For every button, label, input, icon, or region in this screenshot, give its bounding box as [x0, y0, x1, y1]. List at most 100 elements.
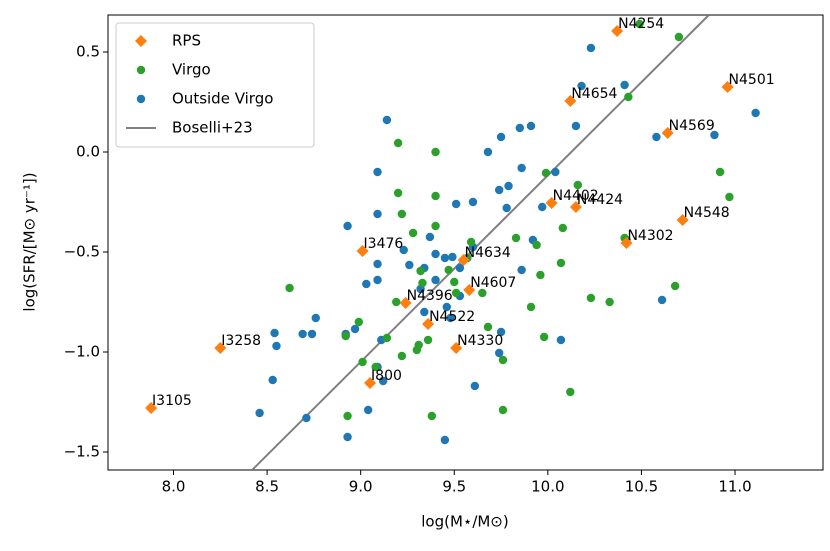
point-label: I3105 — [152, 393, 192, 409]
point — [270, 328, 279, 338]
point — [526, 121, 536, 131]
x-tick-label: 9.0 — [349, 478, 373, 496]
point — [350, 324, 360, 334]
point — [571, 121, 581, 131]
point — [674, 32, 684, 42]
point — [676, 214, 689, 226]
point — [408, 228, 418, 238]
x-tick-label: 9.5 — [442, 478, 466, 496]
y-axis-label: log(SFR/[M⊙ yr⁻¹]) — [21, 172, 39, 311]
point — [450, 342, 463, 354]
point — [440, 435, 450, 445]
point-label: I3258 — [221, 333, 261, 349]
point — [448, 252, 457, 262]
point — [620, 237, 633, 249]
point — [373, 209, 382, 219]
point — [564, 95, 577, 107]
point — [444, 265, 453, 275]
legend-swatch — [136, 94, 146, 104]
legend-label: Virgo — [172, 61, 211, 79]
point — [382, 333, 392, 343]
point — [517, 265, 526, 275]
point — [363, 405, 373, 415]
point-label: N4548 — [684, 205, 730, 221]
point — [302, 413, 311, 423]
point-label: N4569 — [669, 118, 715, 134]
point-label: I3476 — [364, 236, 404, 252]
point — [496, 132, 506, 142]
point — [470, 381, 480, 391]
point — [341, 331, 350, 341]
point-label: N4396 — [407, 288, 453, 304]
point — [538, 202, 547, 212]
point — [573, 180, 583, 190]
point-label: N4302 — [627, 228, 673, 244]
point — [569, 201, 582, 213]
point — [364, 377, 377, 389]
point — [517, 163, 526, 173]
x-tick-label: 10.0 — [531, 478, 564, 496]
point-label: N4654 — [571, 86, 617, 102]
legend-label: Boselli+23 — [172, 119, 253, 137]
point — [405, 260, 414, 270]
point — [635, 19, 644, 29]
point — [536, 270, 545, 280]
x-axis-label: log(M⋆/M⊙) — [421, 513, 508, 531]
point — [425, 232, 435, 242]
point — [420, 307, 429, 317]
point — [611, 25, 624, 37]
point — [412, 345, 422, 355]
point — [670, 281, 680, 291]
x-tick-label: 8.0 — [162, 478, 186, 496]
point — [343, 221, 352, 231]
y-tick-label: −1.0 — [64, 343, 100, 361]
point — [586, 293, 596, 303]
legend-label: Outside Virgo — [172, 90, 273, 108]
point — [268, 375, 277, 385]
fit-line — [251, 15, 710, 470]
point — [463, 284, 476, 296]
point — [431, 275, 440, 285]
point — [515, 123, 524, 133]
point — [551, 167, 560, 177]
point — [378, 376, 388, 386]
point — [397, 351, 407, 361]
y-tick-label: −1.5 — [64, 443, 100, 461]
point — [661, 127, 674, 139]
point — [145, 402, 158, 414]
point — [457, 254, 470, 266]
point-label: N4522 — [429, 309, 475, 325]
point-label: N4254 — [618, 16, 664, 32]
point — [431, 191, 440, 201]
point — [558, 223, 568, 233]
point — [710, 130, 719, 140]
point — [307, 329, 317, 339]
point — [214, 342, 227, 354]
point — [483, 147, 493, 157]
point — [431, 249, 440, 259]
point — [657, 295, 667, 305]
point — [427, 411, 437, 421]
point — [715, 167, 725, 177]
point — [577, 81, 586, 91]
point — [393, 188, 403, 198]
point — [725, 192, 734, 202]
plot-frame — [107, 14, 824, 471]
point — [605, 297, 614, 307]
y-tick-label: 0.5 — [76, 43, 100, 61]
point — [358, 357, 367, 367]
point — [272, 341, 281, 351]
point-label: N4501 — [729, 72, 775, 88]
point — [502, 203, 511, 213]
point — [416, 266, 425, 276]
point-label: N4402 — [553, 188, 599, 204]
point — [539, 332, 549, 342]
point-label: N4424 — [577, 192, 623, 208]
x-tick-label: 8.5 — [255, 478, 279, 496]
point — [494, 185, 504, 195]
point-label: N4330 — [457, 333, 503, 349]
point — [446, 313, 455, 323]
point — [373, 275, 382, 285]
point — [620, 80, 629, 90]
